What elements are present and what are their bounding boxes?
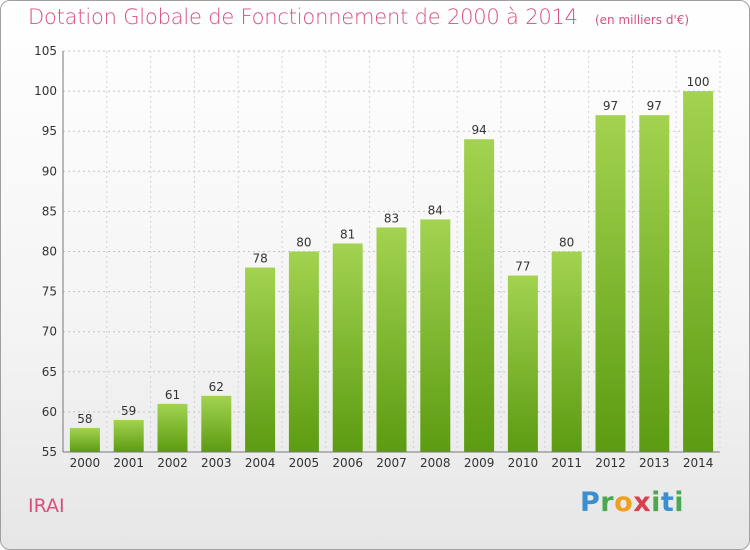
bar-value-label: 61 [165, 388, 180, 402]
bar-value-label: 80 [559, 236, 574, 250]
x-tick-label: 2011 [551, 456, 582, 470]
axes [62, 51, 721, 453]
x-tick-label: 2013 [639, 456, 670, 470]
y-tick-label: 105 [34, 44, 57, 58]
labels: 55 60 65 70 75 80 85 90 95 100 105 58 2000 59 2001 61 20… [34, 44, 713, 470]
x-tick-label: 2007 [376, 456, 407, 470]
y-tick-label: 95 [42, 124, 57, 138]
x-tick-label: 2004 [245, 456, 276, 470]
bar-2007 [376, 227, 407, 452]
x-tick-label: 2005 [289, 456, 320, 470]
bar-value-label: 97 [603, 99, 618, 113]
bar-2004 [245, 267, 276, 452]
bar-value-label: 94 [471, 123, 486, 137]
bar-2001 [113, 419, 144, 452]
chart-title-block: Dotation Globale de Fonctionnement de 20… [28, 5, 689, 29]
x-tick-label: 2000 [70, 456, 101, 470]
bar-value-label: 80 [296, 236, 311, 250]
bar-value-label: 59 [121, 404, 136, 418]
bar-2003 [201, 395, 232, 452]
bar-value-label: 77 [515, 260, 530, 274]
bar-value-label: 84 [428, 203, 443, 217]
bar-value-label: 97 [647, 99, 662, 113]
bar-2014 [683, 91, 714, 452]
bar-2009 [464, 139, 495, 452]
bar-2005 [288, 251, 319, 452]
x-tick-label: 2012 [595, 456, 626, 470]
chart-title: Dotation Globale de Fonctionnement de 20… [28, 5, 578, 29]
bar-value-label: 78 [252, 252, 267, 266]
place-name: IRAI [28, 495, 65, 517]
bar-2008 [420, 219, 451, 452]
proxiti-logo: Proxiti [580, 487, 685, 518]
grid-lines [63, 50, 720, 452]
bar-2011 [551, 251, 582, 452]
y-tick-label: 75 [42, 285, 57, 299]
bar-value-label: 81 [340, 227, 355, 241]
bar-value-label: 83 [384, 211, 399, 225]
y-tick-label: 65 [42, 365, 57, 379]
x-tick-label: 2001 [113, 456, 144, 470]
x-tick-label: 2008 [420, 456, 451, 470]
x-tick-label: 2002 [157, 456, 188, 470]
bar-2000 [69, 427, 100, 452]
bar-2013 [639, 115, 670, 452]
bar-value-label: 62 [209, 380, 224, 394]
y-tick-label: 55 [42, 445, 57, 459]
x-tick-label: 2014 [683, 456, 714, 470]
chart-unit: (en milliers d'€) [594, 13, 690, 27]
y-tick-label: 90 [42, 164, 57, 178]
bar-2010 [507, 275, 538, 452]
bar-2006 [332, 243, 363, 452]
bars [69, 91, 714, 452]
x-tick-label: 2003 [201, 456, 232, 470]
bar-value-label: 100 [687, 75, 710, 89]
x-tick-label: 2009 [464, 456, 495, 470]
x-tick-label: 2010 [508, 456, 539, 470]
bar-2002 [157, 403, 188, 452]
y-tick-label: 80 [42, 245, 57, 259]
bar-2012 [595, 115, 626, 452]
y-tick-label: 100 [34, 84, 57, 98]
x-tick-label: 2006 [332, 456, 363, 470]
bar-value-label: 58 [77, 412, 92, 426]
y-tick-label: 60 [42, 405, 57, 419]
y-tick-label: 70 [42, 325, 57, 339]
y-tick-label: 85 [42, 204, 57, 218]
